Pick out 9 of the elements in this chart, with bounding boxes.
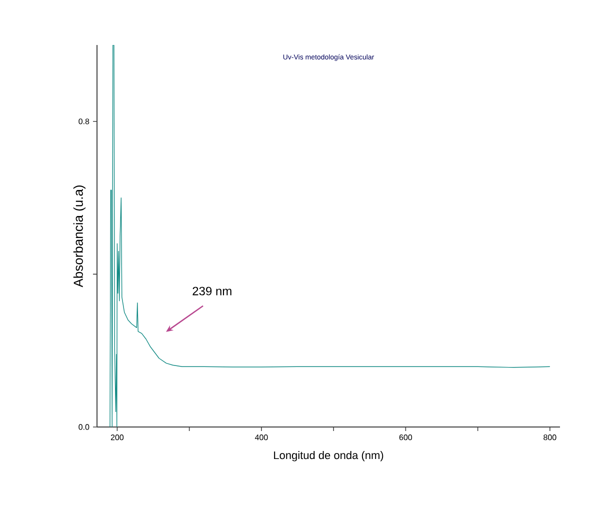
x-axis-title: Longitud de onda (nm) <box>274 451 384 462</box>
x-tick-label: 800 <box>544 434 556 440</box>
y-tick-label: 0.0 <box>78 424 90 430</box>
annotation: 239 nm <box>192 286 232 296</box>
x-tick-label: 600 <box>399 434 412 440</box>
y-tick-label: 0.8 <box>78 118 90 124</box>
y-axis-title: Absorbancia (u.a) <box>73 186 86 288</box>
x-tick-label: 400 <box>254 434 268 440</box>
x-tick-label: 200 <box>110 434 124 440</box>
